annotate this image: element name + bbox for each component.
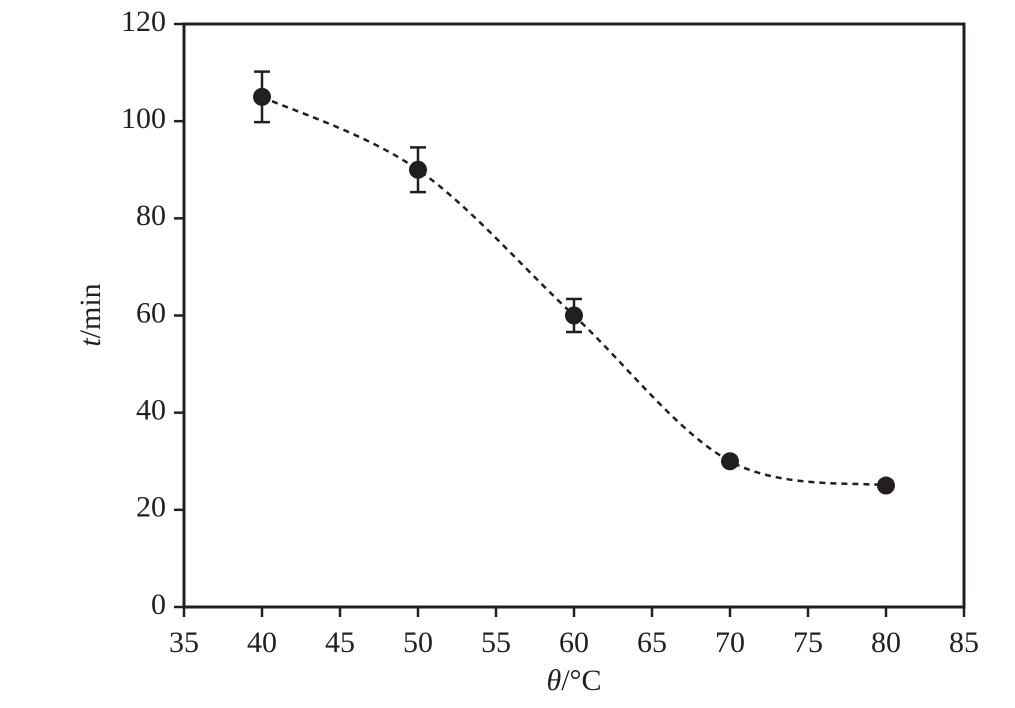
x-tick-label: 35 [169,626,199,659]
data-point-group [253,87,895,495]
x-tick-label-group: 35 40 45 50 55 60 65 70 75 80 85 [169,626,979,659]
y-tick-label: 0 [151,588,166,621]
data-point [565,306,583,325]
y-tick-label-group: 0 20 40 60 80 100 120 [121,5,166,621]
y-tick-label: 60 [136,296,166,329]
y-tick-label: 120 [121,5,166,38]
x-tick-label: 70 [715,626,745,659]
x-axis-label: θ/°C [546,664,601,697]
data-point [253,87,271,106]
x-tick-label: 80 [871,626,901,659]
x-axis-label-unit: /°C [561,664,601,697]
y-tick-label: 40 [136,394,166,427]
y-axis-label-variable: t [74,338,107,347]
x-tick-label: 50 [403,626,433,659]
x-axis-label-variable: θ [546,664,561,697]
trend-line-group [261,95,887,487]
axes [174,22,966,617]
y-tick-label: 20 [136,491,166,524]
x-tick-label: 55 [481,626,511,659]
error-bar-group [254,70,582,334]
y-axis-label-unit: /min [74,283,107,338]
y-axis-label: t/min [74,283,107,346]
data-point [409,160,427,179]
x-tick-label: 40 [247,626,277,659]
y-tick-label: 80 [136,199,166,232]
data-point [877,476,895,495]
x-tick-label: 75 [793,626,823,659]
trend-line [261,95,887,487]
x-tick-label: 65 [637,626,667,659]
x-tick-label: 60 [559,626,589,659]
y-tick-label: 100 [121,102,166,135]
data-point [721,452,739,471]
x-tick-label: 45 [325,626,355,659]
x-tick-label: 85 [949,626,979,659]
